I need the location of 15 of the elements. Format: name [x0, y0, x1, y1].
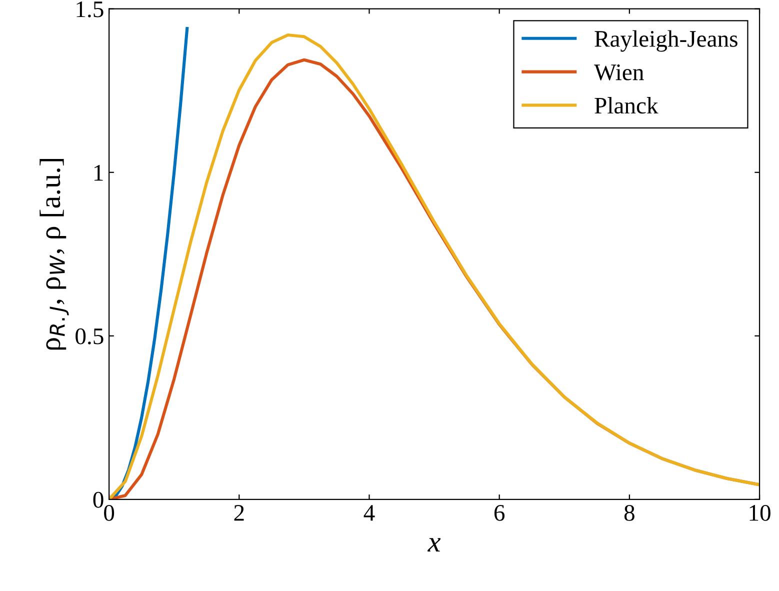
legend-label: Planck	[594, 97, 658, 114]
x-tick-label: 4	[364, 505, 375, 521]
x-tick-label: 6	[494, 505, 505, 521]
legend-label: Wien	[594, 64, 644, 80]
x-tick-label: 10	[750, 504, 770, 521]
y-tick-label: 0	[93, 492, 104, 508]
x-axis-title: x	[427, 538, 441, 552]
y-tick-label: 1	[94, 164, 103, 181]
y-axis-title: ρ$_{R.J}$, ρ$_{W}$, ρ [a.u.]	[40, 159, 69, 350]
y-tick-label: 1.5	[76, 1, 104, 18]
x-tick-label: 0	[104, 504, 114, 521]
y-tick-label: 0.5	[76, 328, 104, 344]
x-tick-label: 8	[624, 504, 634, 521]
x-tick-label: 2	[234, 505, 244, 521]
legend-label: Rayleigh-Jeans	[594, 30, 738, 52]
